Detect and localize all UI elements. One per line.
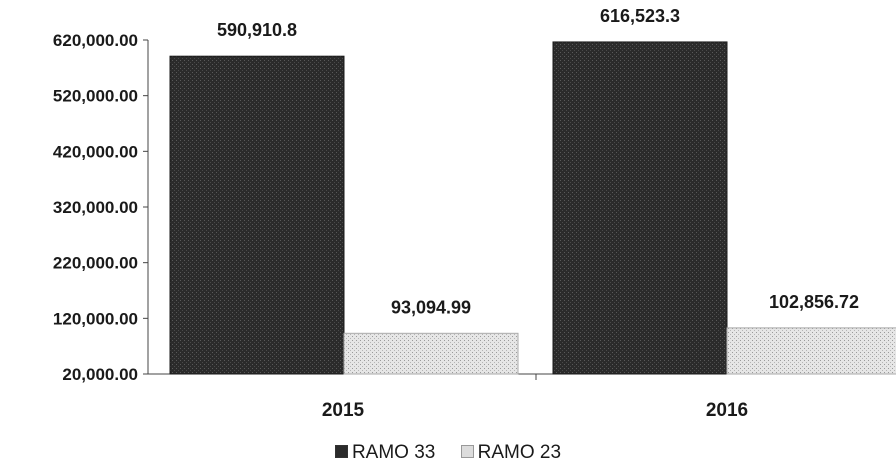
bar-ramo-23-2015 [343,332,519,375]
legend-swatch-ramo-33 [334,445,348,458]
y-tick-label: 420,000.00 [53,142,138,161]
legend-item-ramo-33: RAMO 33 [334,442,436,464]
x-tick-label-2016: 2016 [706,400,748,421]
bar-ramo-33-2016 [552,41,728,375]
y-tick-label: 620,000.00 [53,31,138,50]
data-label-ramo-33-2016: 616,523.3 [600,6,680,26]
legend-item-ramo-23: RAMO 23 [460,442,562,464]
bar-ramo-33-2015 [169,55,345,375]
y-tick-label: 20,000.00 [62,365,138,384]
bars [169,41,896,375]
y-tick-label: 220,000.00 [53,254,138,273]
y-tick-label: 520,000.00 [53,87,138,106]
axes: 20,000.00 120,000.00 220,000.00 320,000.00 4… [53,31,896,384]
legend-label-ramo-23: RAMO 23 [477,442,562,463]
y-tick-label: 320,000.00 [53,198,138,217]
bar-ramo-23-2016 [726,327,896,375]
data-label-ramo-23-2015: 93,094.99 [391,297,471,317]
x-tick-label-2015: 2015 [322,400,365,421]
data-label-ramo-23-2016: 102,856.72 [769,292,859,312]
labels: 590,910.8 93,094.99 2015 616,523.3 102,856.7… [217,6,859,421]
legend-label-ramo-33: RAMO 33 [351,442,436,463]
y-tick-label: 120,000.00 [53,309,138,328]
legend: RAMO 33 RAMO 23 [0,442,896,464]
legend-swatch-ramo-23 [460,445,474,458]
data-label-ramo-33-2015: 590,910.8 [217,20,297,40]
